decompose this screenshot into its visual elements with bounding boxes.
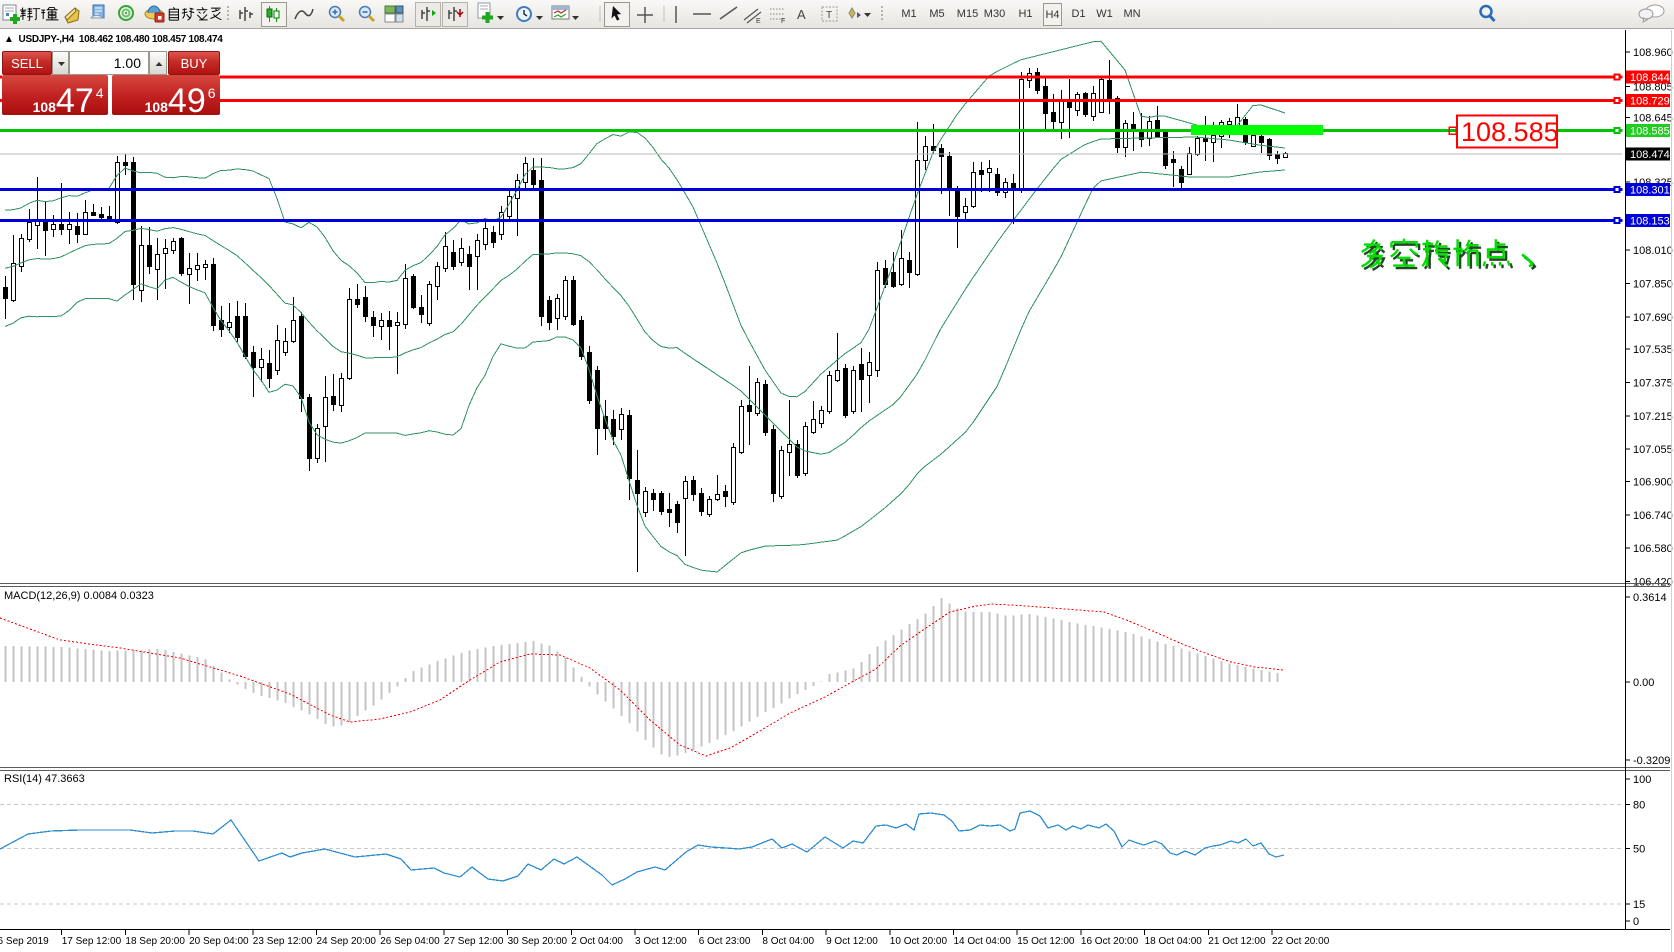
svg-text:A: A xyxy=(797,7,806,22)
svg-text:E: E xyxy=(756,18,761,25)
svg-text:9 Oct 12:00: 9 Oct 12:00 xyxy=(826,936,878,947)
svg-text:30 Sep 20:00: 30 Sep 20:00 xyxy=(508,936,568,947)
svg-text:26 Sep 04:00: 26 Sep 04:00 xyxy=(380,936,440,947)
svg-text:106.740: 106.740 xyxy=(1633,510,1673,522)
svg-text:F: F xyxy=(781,18,785,25)
svg-text:14 Oct 04:00: 14 Oct 04:00 xyxy=(954,936,1012,947)
svg-text:106.900: 106.900 xyxy=(1633,477,1673,489)
svg-text:18 Sep 20:00: 18 Sep 20:00 xyxy=(125,936,185,947)
svg-text:RSI(14) 47.3663: RSI(14) 47.3663 xyxy=(4,773,85,785)
svg-text:107.850: 107.850 xyxy=(1633,278,1673,290)
svg-text:22 Oct 20:00: 22 Oct 20:00 xyxy=(1272,936,1330,947)
svg-text:16 Sep 2019: 16 Sep 2019 xyxy=(0,936,49,947)
svg-text:6 Oct 23:00: 6 Oct 23:00 xyxy=(699,936,751,947)
svg-text:108.301: 108.301 xyxy=(1630,185,1670,197)
svg-text:108.844: 108.844 xyxy=(1630,72,1670,84)
svg-text:17 Sep 12:00: 17 Sep 12:00 xyxy=(62,936,122,947)
svg-text:27 Sep 12:00: 27 Sep 12:00 xyxy=(444,936,504,947)
svg-text:15 Oct 12:00: 15 Oct 12:00 xyxy=(1017,936,1075,947)
svg-text:18 Oct 04:00: 18 Oct 04:00 xyxy=(1145,936,1203,947)
svg-text:24 Sep 20:00: 24 Sep 20:00 xyxy=(317,936,377,947)
svg-text:-0.3209: -0.3209 xyxy=(1633,755,1670,767)
svg-text:106.420: 106.420 xyxy=(1633,577,1673,589)
svg-text:0.00: 0.00 xyxy=(1633,677,1654,689)
svg-text:108.805: 108.805 xyxy=(1633,82,1673,94)
svg-text:107.535: 107.535 xyxy=(1633,344,1673,356)
svg-text:107.215: 107.215 xyxy=(1633,411,1673,423)
svg-text:50: 50 xyxy=(1633,844,1645,856)
svg-text:20 Sep 04:00: 20 Sep 04:00 xyxy=(189,936,249,947)
svg-text:107.055: 107.055 xyxy=(1633,444,1673,456)
svg-text:108.153: 108.153 xyxy=(1630,216,1670,228)
svg-text:108.474: 108.474 xyxy=(1630,149,1670,161)
svg-text:107.375: 107.375 xyxy=(1633,378,1673,390)
svg-text:80: 80 xyxy=(1633,800,1645,812)
svg-text:2 Oct 04:00: 2 Oct 04:00 xyxy=(571,936,623,947)
svg-text:8 Oct 04:00: 8 Oct 04:00 xyxy=(762,936,814,947)
svg-text:107.690: 107.690 xyxy=(1633,312,1673,324)
svg-text:108.585: 108.585 xyxy=(1630,126,1670,138)
svg-text:108.960: 108.960 xyxy=(1633,47,1673,59)
svg-text:MACD(12,26,9) 0.0084 0.0323: MACD(12,26,9) 0.0084 0.0323 xyxy=(4,590,154,602)
svg-text:T: T xyxy=(826,10,832,21)
svg-text:108.729: 108.729 xyxy=(1630,96,1670,108)
svg-text:106.580: 106.580 xyxy=(1633,543,1673,555)
svg-text:21 Oct 12:00: 21 Oct 12:00 xyxy=(1208,936,1266,947)
svg-text:3 Oct 12:00: 3 Oct 12:00 xyxy=(635,936,687,947)
svg-text:108.645: 108.645 xyxy=(1633,113,1673,125)
svg-text:108.585: 108.585 xyxy=(1461,117,1559,147)
svg-text:108.010: 108.010 xyxy=(1633,245,1673,257)
svg-text:0.3614: 0.3614 xyxy=(1633,592,1667,604)
svg-text:100: 100 xyxy=(1633,774,1651,786)
svg-text:0: 0 xyxy=(1633,916,1639,928)
svg-text:10 Oct 20:00: 10 Oct 20:00 xyxy=(890,936,948,947)
svg-text:23 Sep 12:00: 23 Sep 12:00 xyxy=(253,936,313,947)
svg-text:16 Oct 20:00: 16 Oct 20:00 xyxy=(1081,936,1139,947)
svg-text:15: 15 xyxy=(1633,899,1645,911)
